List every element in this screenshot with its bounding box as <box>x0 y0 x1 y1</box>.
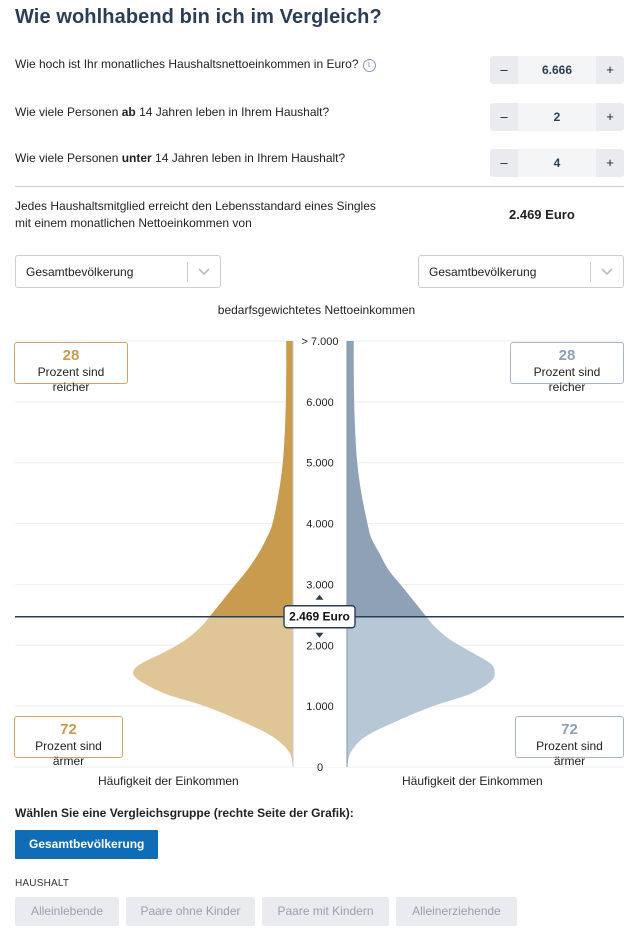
left-poorer-label: Prozent sind ärmer <box>35 739 102 768</box>
question-children-bold: unter <box>121 151 152 165</box>
dropdown-separator <box>590 262 591 282</box>
chevron-down-icon[interactable] <box>197 266 211 278</box>
group-button-total-population[interactable]: Gesamtbevölkerung <box>15 830 159 859</box>
right-poorer-percent: 72 <box>561 721 578 738</box>
y-tick-label: 6.000 <box>306 397 334 409</box>
right-distribution-above <box>347 341 427 617</box>
left-group-select-value: Gesamtbevölkerung <box>26 265 134 279</box>
group-button-single-parents[interactable]: Alleinerziehende <box>396 897 517 926</box>
y-tick-label: 3.000 <box>306 579 334 591</box>
income-decrement-button[interactable]: – <box>500 62 508 77</box>
right-richer-label: Prozent sind reicher <box>533 365 601 394</box>
right-poorer-label: Prozent sind ärmer <box>536 739 603 768</box>
summary-line-1: Jedes Haushaltsmitglied erreicht den Leb… <box>15 199 376 213</box>
question-income-label: Wie hoch ist Ihr monatliches Haushaltsne… <box>15 57 359 71</box>
question-adults-bold: ab <box>121 105 136 119</box>
summary-line-2: mit einem monatlichen Nettoeinkommen von <box>15 216 252 230</box>
children-decrement-button[interactable]: – <box>500 155 508 170</box>
group-button-singles[interactable]: Alleinlebende <box>15 897 119 926</box>
chevron-down-icon[interactable] <box>600 266 614 278</box>
adults-stepper: – 2 + <box>490 103 624 131</box>
comparison-heading: Wählen Sie eine Vergleichsgruppe (rechte… <box>15 806 354 820</box>
right-richer-percent: 28 <box>558 347 576 364</box>
right-distribution-below <box>347 616 495 767</box>
right-poorer-box: 72 Prozent sind ärmer <box>515 716 624 768</box>
dropdown-separator <box>187 262 188 282</box>
income-distribution-chart: 0 1.000 2.000 3.000 4.000 5.000 6.000 > 7.000 2.… <box>15 336 624 774</box>
left-richer-percent: 28 <box>62 347 80 364</box>
group-button-couples-with-children[interactable]: Paare mit Kindern <box>262 897 389 926</box>
children-increment-button[interactable]: + <box>606 155 614 170</box>
right-group-select-value: Gesamtbevölkerung <box>429 265 537 279</box>
question-children: Wie viele Personen unter 14 Jahren leben… <box>15 151 345 165</box>
left-distribution-below <box>133 616 293 767</box>
y-tick-label: 4.000 <box>306 519 334 531</box>
left-group-select[interactable]: Gesamtbevölkerung <box>15 255 221 288</box>
info-icon[interactable]: i <box>362 59 376 72</box>
left-richer-label: Prozent sind reicher <box>37 365 105 394</box>
summary-text: Jedes Haushaltsmitglied erreicht den Leb… <box>15 198 376 232</box>
left-distribution-above <box>209 341 293 617</box>
marker-up-arrow-icon <box>315 594 324 600</box>
left-poorer-percent: 72 <box>60 721 77 738</box>
question-children-post: 14 Jahren leben in Ihrem Haushalt? <box>151 151 346 165</box>
group-button-couples-without-children[interactable]: Paare ohne Kinder <box>126 897 255 926</box>
y-tick-label: 0 <box>317 762 323 774</box>
divider <box>15 186 624 187</box>
page-title: Wie wohlhabend bin ich im Vergleich? <box>15 6 382 28</box>
left-x-axis-label: Häufigkeit der Einkommen <box>98 774 239 788</box>
right-richer-box: 28 Prozent sind reicher <box>510 342 624 394</box>
left-richer-box: 28 Prozent sind reicher <box>14 342 128 394</box>
adults-increment-button[interactable]: + <box>606 109 614 124</box>
adults-input[interactable]: 2 <box>518 103 596 131</box>
y-tick-label: 2.000 <box>306 640 334 652</box>
adults-decrement-button[interactable]: – <box>500 109 508 124</box>
income-increment-button[interactable]: + <box>606 62 614 77</box>
question-income: Wie hoch ist Ihr monatliches Haushaltsne… <box>15 57 376 72</box>
right-group-select[interactable]: Gesamtbevölkerung <box>418 255 624 288</box>
marker-label: 2.469 Euro <box>289 610 350 624</box>
summary-value: 2.469 Euro <box>509 207 575 222</box>
children-input[interactable]: 4 <box>518 149 596 177</box>
chart-title: bedarfsgewichtetes Nettoeinkommen <box>217 303 416 317</box>
income-input[interactable]: 6.666 <box>518 56 596 84</box>
children-stepper: – 4 + <box>490 149 624 177</box>
income-stepper: – 6.666 + <box>490 56 624 84</box>
question-adults: Wie viele Personen ab 14 Jahren leben in… <box>15 105 329 119</box>
household-section-label: HAUSHALT <box>15 878 70 889</box>
y-tick-label: > 7.000 <box>301 336 338 348</box>
question-children-pre: Wie viele Personen <box>15 151 122 165</box>
question-adults-pre: Wie viele Personen <box>15 105 122 119</box>
marker-down-arrow-icon <box>315 632 324 638</box>
question-adults-post: 14 Jahren leben in Ihrem Haushalt? <box>135 105 330 119</box>
right-x-axis-label: Häufigkeit der Einkommen <box>402 774 543 788</box>
marker-label-box <box>283 605 356 629</box>
left-poorer-box: 72 Prozent sind ärmer <box>14 716 123 768</box>
y-tick-label: 5.000 <box>306 458 334 470</box>
y-tick-label: 1.000 <box>306 701 334 713</box>
axis-band <box>293 341 347 767</box>
